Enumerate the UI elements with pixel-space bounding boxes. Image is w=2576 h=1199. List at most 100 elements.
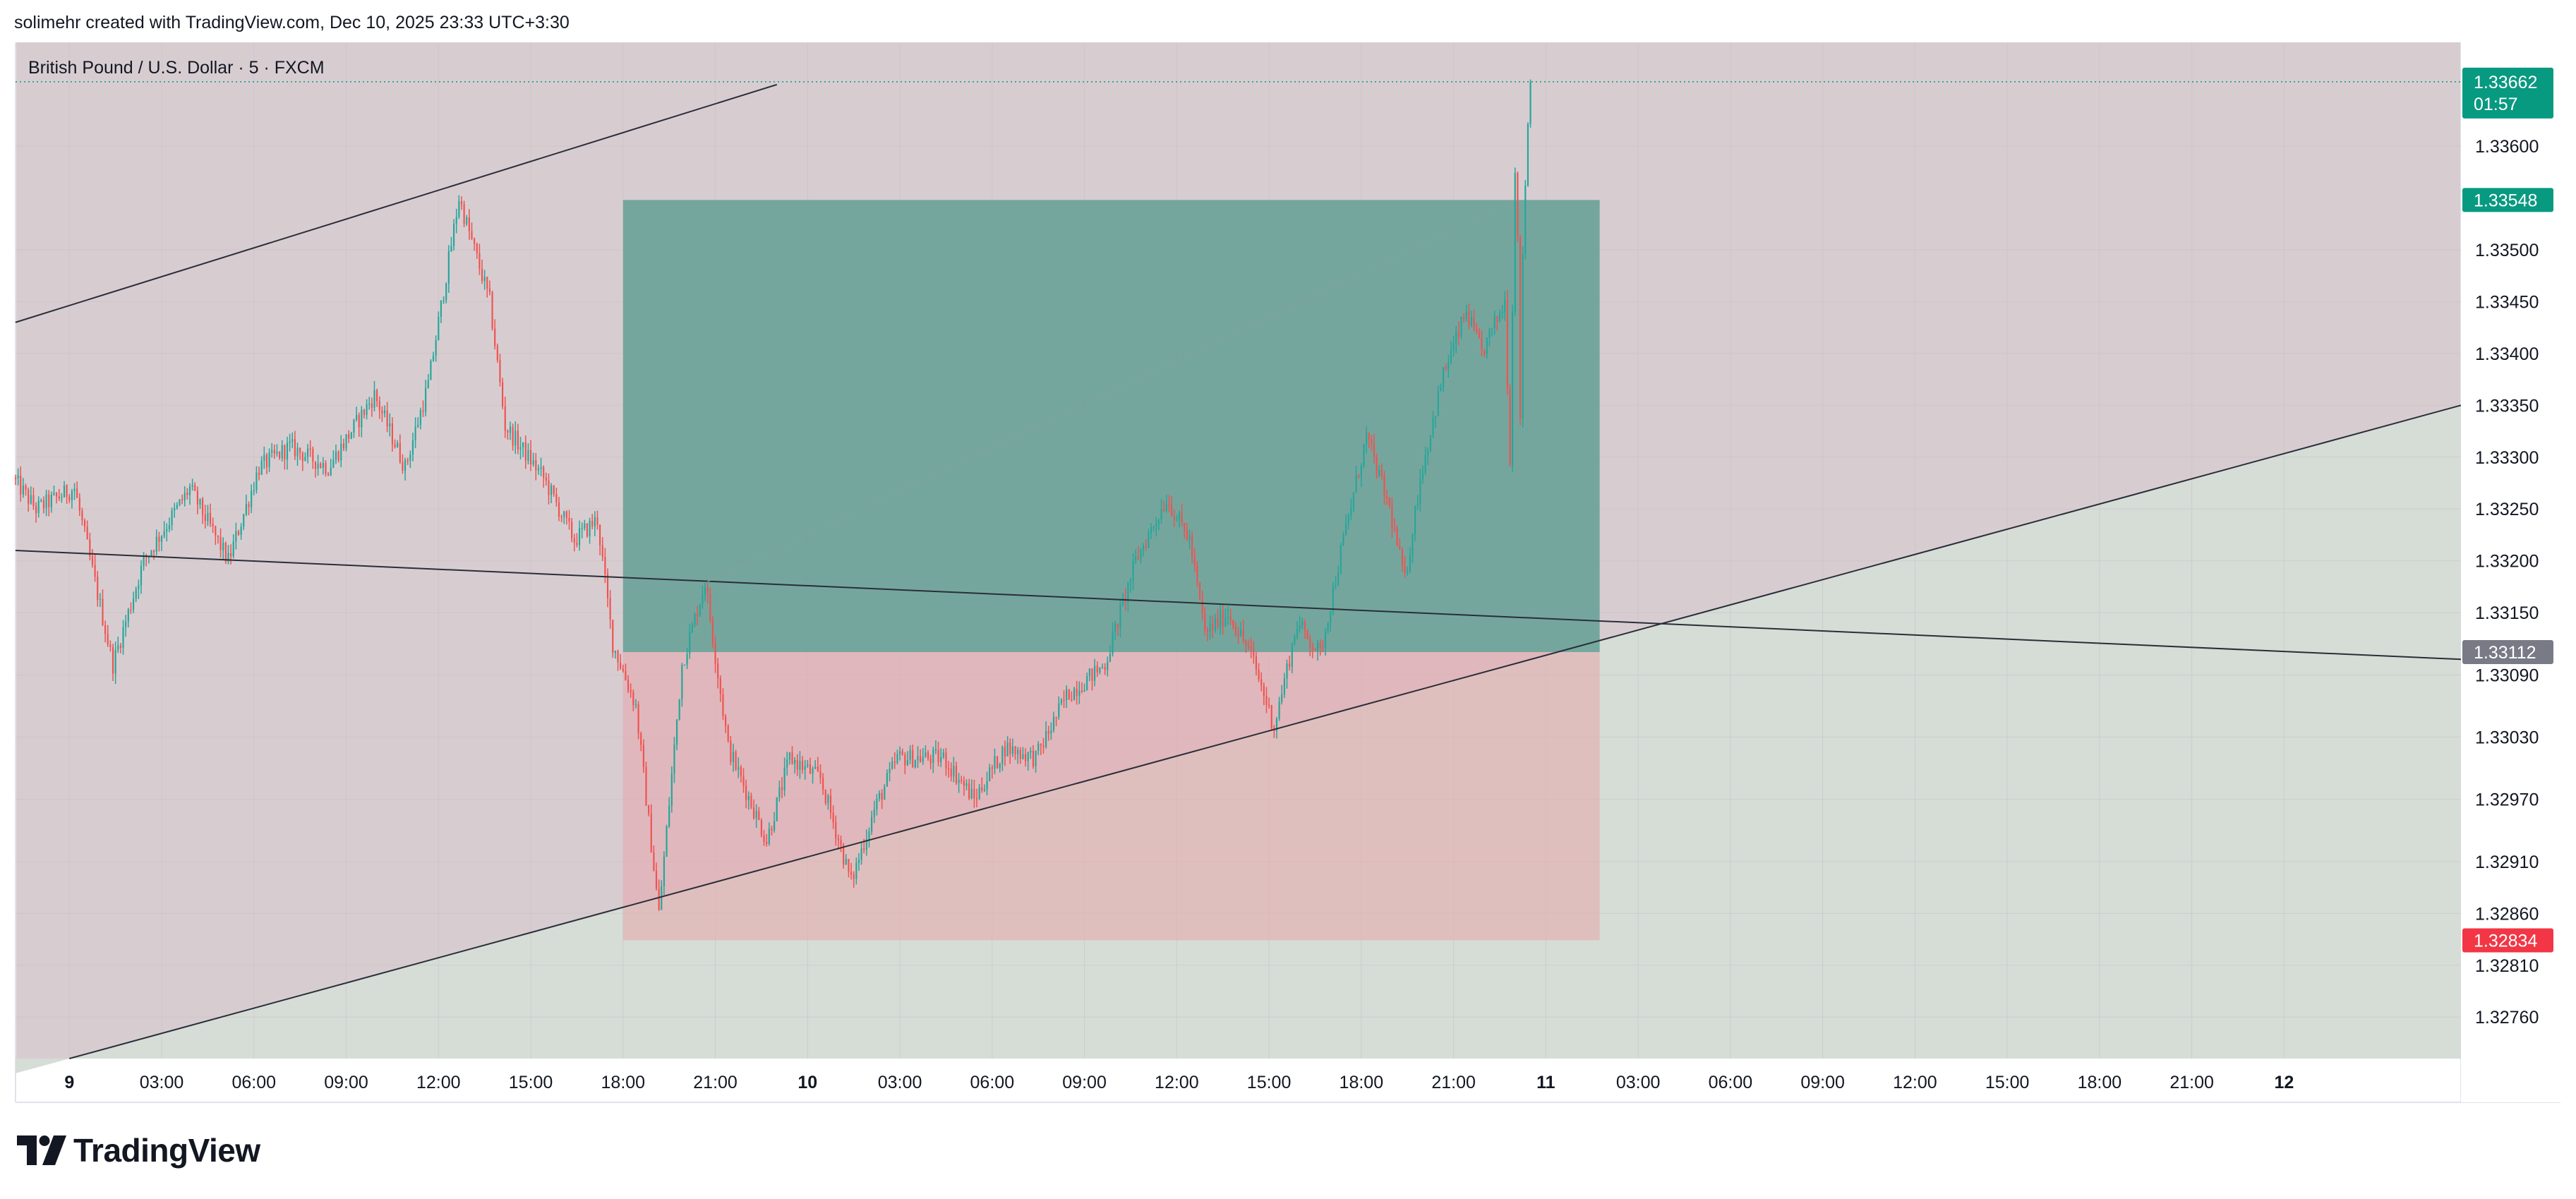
candle-body (752, 807, 755, 819)
candle-down (1047, 725, 1049, 741)
candle-body (1419, 478, 1421, 504)
candle-up (389, 413, 391, 437)
candle-down (32, 487, 35, 510)
candle-body (917, 756, 919, 761)
candle-body (207, 512, 209, 522)
candle-down (1314, 648, 1316, 651)
candle-up (373, 381, 375, 412)
candle-up (1083, 683, 1085, 692)
time-tick-label: 12:00 (1893, 1073, 1937, 1092)
candle-down (742, 768, 745, 793)
candle-body (1063, 699, 1065, 701)
candle-body (606, 574, 609, 598)
candle-up (906, 751, 909, 766)
candle-body (1358, 475, 1360, 478)
candle-up (289, 433, 291, 452)
candle-down (617, 649, 619, 671)
candle-up (514, 421, 517, 454)
candle-up (174, 502, 176, 518)
candle-body (1512, 312, 1514, 466)
candle-body (378, 401, 380, 411)
candle-up (1291, 642, 1293, 674)
candle-up (1344, 514, 1347, 536)
candle-up (1352, 492, 1355, 512)
candle-body (801, 761, 804, 770)
candle-up (1498, 309, 1501, 323)
candle-down (299, 447, 301, 460)
candle-body (14, 478, 17, 479)
candle-body (514, 430, 517, 446)
candle-body (445, 283, 447, 301)
time-tick-label: 06:00 (232, 1073, 277, 1092)
candle-down (558, 497, 560, 522)
candle-up (1524, 180, 1527, 260)
candle-down (204, 505, 206, 529)
candle-down (571, 518, 573, 543)
candle-body (389, 423, 391, 427)
candle-body (1094, 665, 1096, 681)
candle-up (1491, 327, 1493, 337)
candle-up (127, 608, 129, 628)
candle-body (1140, 549, 1142, 560)
candle-body (640, 733, 642, 745)
candle-up (1299, 615, 1301, 633)
candle-body (878, 793, 881, 799)
candle-down (25, 483, 27, 496)
candle-body (524, 442, 526, 461)
candle-up (253, 481, 255, 495)
candle-down (89, 532, 91, 560)
candle-body (573, 538, 575, 543)
candle-up (958, 773, 960, 793)
candle-body (281, 445, 283, 459)
candle-body (927, 752, 929, 759)
candle-body (1155, 523, 1157, 527)
candle-body (1165, 504, 1167, 511)
candle-body (1352, 492, 1355, 508)
candle-body (735, 752, 737, 770)
candle-body (1119, 604, 1121, 628)
candle-body (1173, 516, 1175, 520)
candle-body (689, 632, 691, 654)
candle-down (822, 773, 824, 795)
candle-up (953, 757, 955, 783)
candle-body (714, 643, 716, 664)
candle-body (253, 490, 255, 492)
candle-down (219, 528, 222, 558)
stop-price-label-box (2462, 928, 2553, 953)
candle-body (1206, 629, 1209, 632)
time-tick-label: 06:00 (970, 1073, 1015, 1092)
candle-body (202, 498, 204, 515)
candle-up (550, 483, 553, 503)
candle-up (1450, 341, 1452, 365)
tradingview-brand[interactable]: TradingView (17, 1131, 260, 1170)
candle-up (1129, 577, 1132, 594)
candle-body (1470, 317, 1473, 326)
candle-body (850, 872, 853, 875)
time-tick-label: 12 (2274, 1073, 2294, 1092)
candle-body (529, 450, 532, 465)
candle-body (176, 505, 178, 509)
candle-up (411, 433, 414, 462)
candle-up (1060, 698, 1062, 706)
candle-down (1322, 639, 1324, 653)
candle-body (653, 852, 655, 871)
price-tick-label: 1.33250 (2475, 500, 2539, 519)
candle-body (1263, 685, 1265, 697)
candle-body (417, 424, 419, 427)
candle-body (174, 508, 176, 511)
candle-up (296, 442, 299, 466)
candle-body (1137, 556, 1139, 560)
candle-body (548, 480, 550, 495)
candle-body (1127, 582, 1129, 602)
candle-body (255, 472, 258, 490)
candle-up (340, 435, 342, 468)
candle-body (1509, 387, 1511, 466)
candle-down (1468, 303, 1470, 330)
candle-body (1442, 367, 1445, 387)
candle-up (986, 771, 988, 795)
candle-body (634, 704, 637, 706)
candle-body (1268, 704, 1270, 706)
candle-down (819, 764, 821, 784)
candle-down (68, 494, 71, 503)
